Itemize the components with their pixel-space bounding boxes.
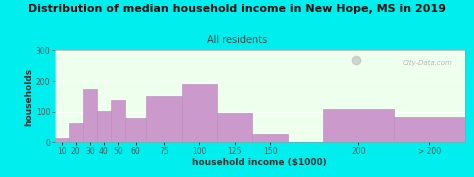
Bar [111,99,125,142]
Bar [182,84,217,142]
Text: Distribution of median household income in New Hope, MS in 2019: Distribution of median household income … [28,4,446,14]
Bar [253,134,288,142]
Y-axis label: households: households [24,67,33,125]
X-axis label: household income ($1000): household income ($1000) [192,158,327,167]
Bar [69,124,83,142]
Bar [323,109,394,142]
Bar [217,113,253,142]
Bar [146,96,182,142]
Bar [394,117,465,142]
Bar [97,111,111,142]
Text: All residents: All residents [207,35,267,45]
Text: City-Data.com: City-Data.com [402,60,452,66]
Bar [83,89,97,142]
Bar [55,138,69,142]
Bar [125,118,146,142]
